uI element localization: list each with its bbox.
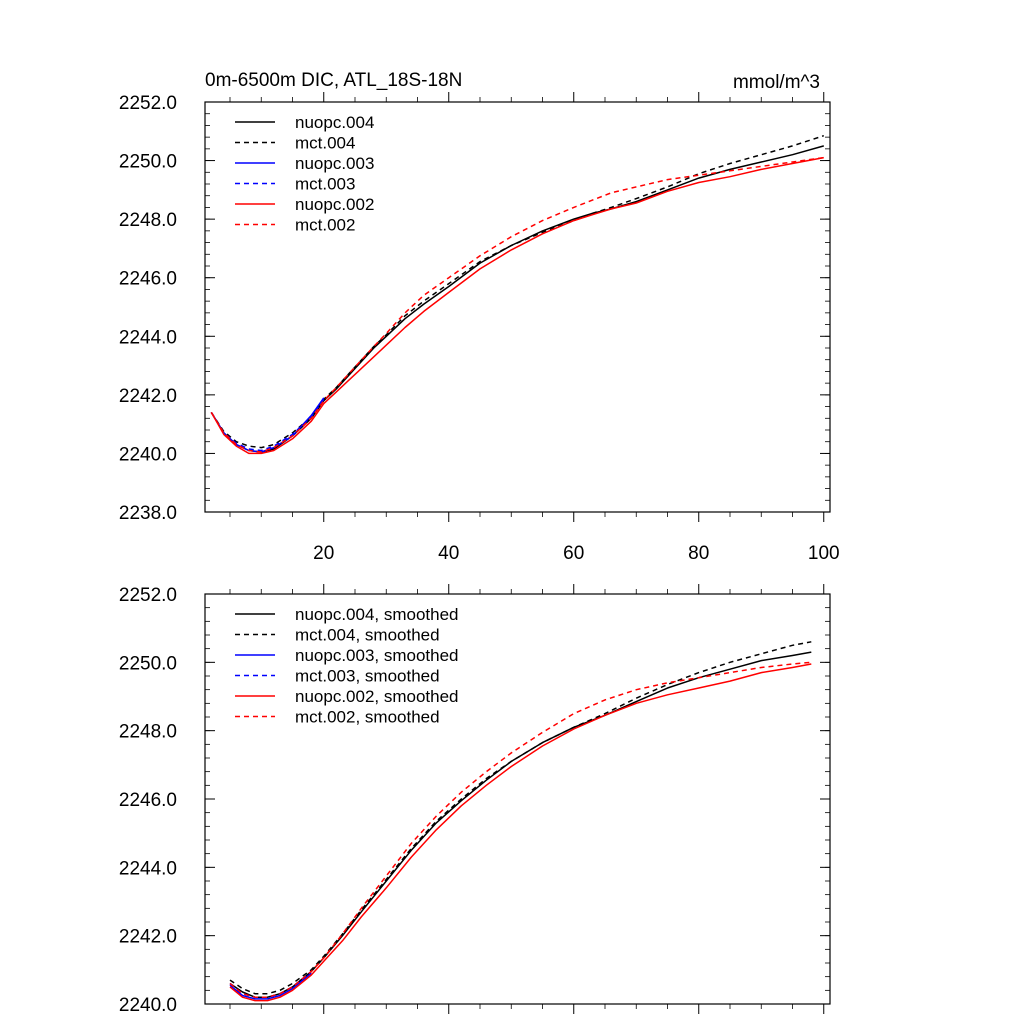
top-legend-label: nuopc.004 (295, 113, 374, 132)
bottom-ytick-label: 2240.0 (119, 995, 177, 1016)
top-xtick-label: 100 (808, 543, 840, 564)
top-xtick-label: 80 (688, 543, 709, 564)
bottom-series-line-4 (229, 663, 812, 1002)
top-ytick-label: 2240.0 (119, 444, 177, 465)
top-xtick-label: 40 (438, 543, 459, 564)
top-panel-units: mmol/m^3 (733, 72, 820, 93)
bottom-legend-label: mct.003, smoothed (295, 667, 440, 686)
top-ytick-label: 2244.0 (119, 327, 177, 348)
bottom-legend-label: mct.004, smoothed (295, 626, 440, 645)
bottom-ytick-label: 2244.0 (119, 858, 177, 879)
top-ytick-label: 2242.0 (119, 386, 177, 407)
top-ytick-label: 2246.0 (119, 269, 177, 290)
top-series-line-4 (210, 156, 824, 455)
top-legend-label: mct.002 (295, 216, 355, 235)
bottom-panel-ticks: 2240.0 2242.0 2244.0 2246.0 2248.0 2250.0 2252… (119, 584, 830, 1016)
bottom-series-line-5 (229, 661, 812, 998)
bottom-legend-label: nuopc.004, smoothed (295, 605, 459, 624)
bottom-legend-label: nuopc.003, smoothed (295, 646, 459, 665)
top-ytick-label: 2238.0 (119, 503, 177, 524)
top-legend-label: nuopc.003 (295, 154, 374, 173)
top-xtick-label: 20 (313, 543, 334, 564)
top-series-line-1 (210, 134, 825, 449)
bottom-series-line-2 (229, 972, 312, 1000)
bottom-ytick-label: 2246.0 (119, 790, 177, 811)
top-panel-title: 0m-6500m DIC, ATL_18S-18N (205, 70, 462, 91)
top-series-line-0 (210, 145, 825, 453)
top-legend-label: mct.004 (295, 134, 355, 153)
top-plot-frame (204, 101, 831, 513)
bottom-ytick-label: 2248.0 (119, 722, 177, 743)
top-ytick-label: 2252.0 (119, 93, 177, 114)
top-panel-series (210, 134, 825, 455)
bottom-ytick-label: 2252.0 (119, 585, 177, 606)
top-ytick-label: 2248.0 (119, 210, 177, 231)
bottom-legend-label: nuopc.002, smoothed (295, 687, 459, 706)
top-xtick-label: 60 (563, 543, 584, 564)
bottom-panel-series (229, 641, 812, 1002)
top-legend-label: nuopc.002 (295, 195, 374, 214)
bottom-panel: 2240.0 2242.0 2244.0 2246.0 2248.0 2250.0 2252… (119, 584, 831, 1016)
top-ytick-label: 2250.0 (119, 152, 177, 173)
bottom-ytick-label: 2242.0 (119, 927, 177, 948)
top-panel: 0m-6500m DIC, ATL_18S-18N mmol/m^3 2238.… (119, 70, 840, 564)
bottom-legend-label: mct.002, smoothed (295, 708, 440, 727)
bottom-series-line-1 (229, 641, 812, 995)
top-panel-ticks: 2238.0 2240.0 2242.0 2244.0 2246.0 2248.0 2250… (119, 92, 840, 564)
bottom-ytick-label: 2250.0 (119, 653, 177, 674)
top-series-line-5 (210, 156, 824, 453)
top-legend-label: mct.003 (295, 175, 355, 194)
